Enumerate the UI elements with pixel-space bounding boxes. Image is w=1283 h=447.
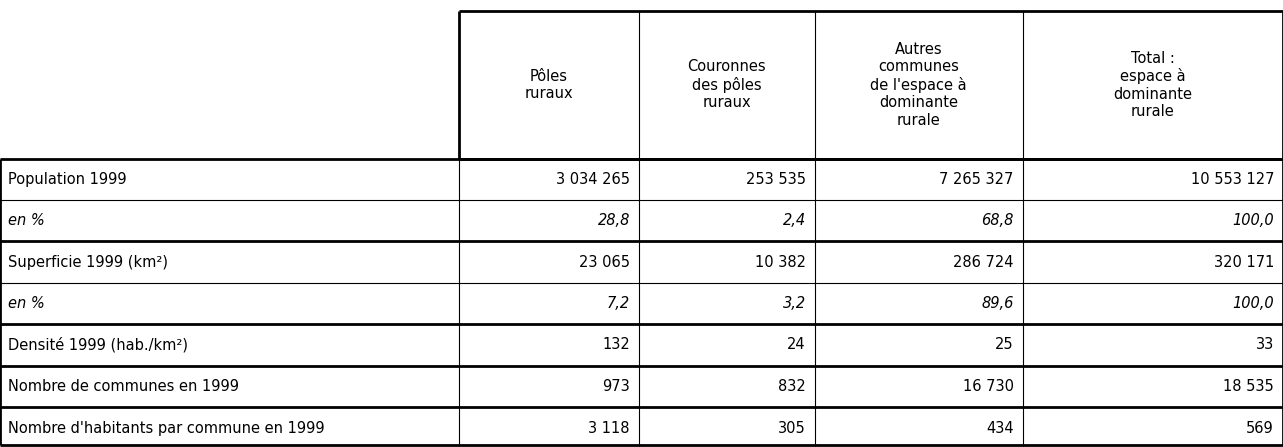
Text: 3 118: 3 118 <box>589 421 630 435</box>
Text: 3 034 265: 3 034 265 <box>556 172 630 187</box>
Text: Population 1999: Population 1999 <box>8 172 126 187</box>
Text: 286 724: 286 724 <box>953 254 1014 270</box>
Text: 569: 569 <box>1246 421 1274 435</box>
Text: 305: 305 <box>777 421 806 435</box>
Text: Couronnes
des pôles
ruraux: Couronnes des pôles ruraux <box>688 59 766 110</box>
Text: en %: en % <box>8 296 45 311</box>
Text: 16 730: 16 730 <box>962 379 1014 394</box>
Text: 28,8: 28,8 <box>598 213 630 228</box>
Text: 132: 132 <box>602 337 630 352</box>
Text: 7 265 327: 7 265 327 <box>939 172 1014 187</box>
Text: 24: 24 <box>786 337 806 352</box>
Text: 253 535: 253 535 <box>745 172 806 187</box>
Text: 2,4: 2,4 <box>783 213 806 228</box>
Text: 3,2: 3,2 <box>783 296 806 311</box>
Text: 68,8: 68,8 <box>981 213 1014 228</box>
Text: 10 553 127: 10 553 127 <box>1191 172 1274 187</box>
Text: 100,0: 100,0 <box>1233 213 1274 228</box>
Text: 23 065: 23 065 <box>579 254 630 270</box>
Text: Total :
espace à
dominante
rurale: Total : espace à dominante rurale <box>1114 51 1192 119</box>
Text: Nombre d'habitants par commune en 1999: Nombre d'habitants par commune en 1999 <box>8 421 325 435</box>
Text: 33: 33 <box>1256 337 1274 352</box>
Text: Pôles
ruraux: Pôles ruraux <box>525 69 574 101</box>
Text: Autres
communes
de l'espace à
dominante
rurale: Autres communes de l'espace à dominante … <box>870 42 967 128</box>
Text: 7,2: 7,2 <box>607 296 630 311</box>
Text: en %: en % <box>8 213 45 228</box>
Text: 832: 832 <box>777 379 806 394</box>
Text: Densité 1999 (hab./km²): Densité 1999 (hab./km²) <box>8 337 187 353</box>
Text: 100,0: 100,0 <box>1233 296 1274 311</box>
Text: Superficie 1999 (km²): Superficie 1999 (km²) <box>8 254 168 270</box>
Text: 320 171: 320 171 <box>1214 254 1274 270</box>
Text: 25: 25 <box>994 337 1014 352</box>
Text: 434: 434 <box>985 421 1014 435</box>
Text: 18 535: 18 535 <box>1223 379 1274 394</box>
Text: 973: 973 <box>602 379 630 394</box>
Text: 89,6: 89,6 <box>981 296 1014 311</box>
Text: Nombre de communes en 1999: Nombre de communes en 1999 <box>8 379 239 394</box>
Text: 10 382: 10 382 <box>754 254 806 270</box>
